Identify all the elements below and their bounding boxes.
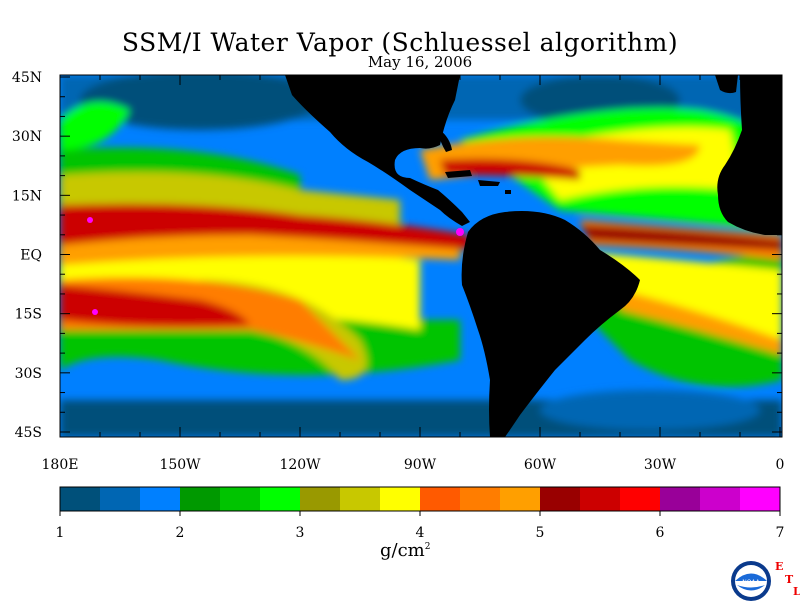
colorbar-swatch <box>740 487 781 511</box>
colorbar-swatch <box>100 487 141 511</box>
colorbar-swatch <box>420 487 461 511</box>
colorbar-swatch <box>300 487 341 511</box>
colorbar-tick-label: 6 <box>656 525 665 541</box>
colorbar-swatch <box>220 487 261 511</box>
lon-label: 180E <box>42 457 79 473</box>
colorbar-swatch <box>620 487 661 511</box>
lat-label: 45N <box>12 70 42 86</box>
map-date: May 16, 2006 <box>367 53 473 71</box>
lon-label: 120W <box>279 457 321 473</box>
colorbar-swatch <box>260 487 301 511</box>
colorbar-swatch <box>380 487 421 511</box>
lon-label: 60W <box>524 457 557 473</box>
colorbar-swatch <box>340 487 381 511</box>
map-field <box>60 75 782 437</box>
lon-label: 150W <box>159 457 201 473</box>
colorbar-swatch <box>660 487 701 511</box>
lat-label: 15S <box>15 307 42 323</box>
lon-label: 30W <box>644 457 677 473</box>
etl-letter-e: E <box>775 560 784 573</box>
lat-label: 15N <box>12 188 42 204</box>
colorbar-swatch <box>180 487 221 511</box>
latitude-axis: 45N 30N 15N EQ 15S 30S 45S <box>12 70 782 441</box>
lat-label: 30N <box>12 129 42 145</box>
colorbar: 1 2 3 4 5 6 7 <box>56 486 785 541</box>
colorbar-swatch <box>700 487 741 511</box>
colorbar-tick-label: 4 <box>416 525 425 541</box>
lon-label: 0 <box>776 457 785 473</box>
colorbar-swatch <box>460 487 501 511</box>
colorbar-tick-label: 3 <box>296 525 305 541</box>
colorbar-swatch <box>580 487 621 511</box>
colorbar-tick-label: 5 <box>536 525 545 541</box>
lon-label: 90W <box>404 457 437 473</box>
colorbar-tick-label: 7 <box>776 525 785 541</box>
noaa-logo: NOAA <box>730 560 780 606</box>
colorbar-tick-label: 1 <box>56 525 65 541</box>
colorbar-swatch <box>540 487 581 511</box>
etl-letter-t: T <box>785 573 794 586</box>
lat-label: EQ <box>20 248 42 264</box>
colorbar-units: g/cm2 <box>380 540 431 561</box>
longitude-axis: 180E 150W 120W 90W 60W 30W 0 <box>42 75 785 473</box>
map-title: SSM/I Water Vapor (Schluessel algorithm) <box>121 28 679 57</box>
colorbar-swatch <box>500 487 541 511</box>
lat-label: 45S <box>15 425 42 441</box>
colorbar-tick-label: 2 <box>176 525 185 541</box>
map-frame <box>59 74 783 438</box>
noaa-logo-text: NOAA <box>742 579 760 586</box>
colorbar-swatch <box>60 487 101 511</box>
colorbar-swatch <box>140 487 181 511</box>
lat-label: 30S <box>15 366 42 382</box>
etl-letter-l: L <box>793 585 800 598</box>
